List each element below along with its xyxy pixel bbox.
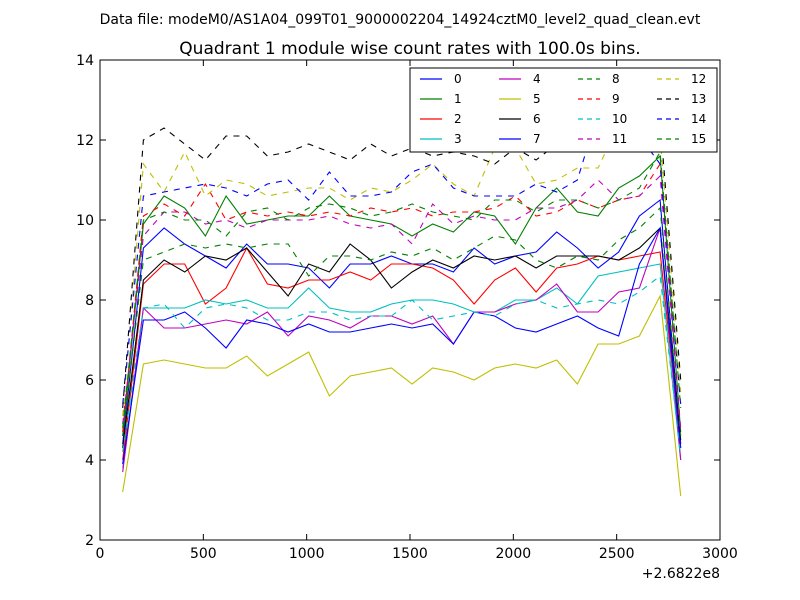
legend-label-7: 7 [533, 132, 541, 146]
y-tick-label: 12 [76, 133, 94, 149]
x-tick-label: 0 [96, 546, 105, 562]
series-line-8 [122, 206, 682, 437]
legend-label-3: 3 [454, 132, 462, 146]
x-tick-label: 1000 [289, 546, 325, 562]
y-tick-label: 6 [85, 373, 94, 389]
chart-title: Quadrant 1 module wise count rates with … [179, 39, 640, 59]
x-axis-offset-label: +2.6822e8 [642, 566, 720, 582]
x-tick-label: 2000 [496, 546, 532, 562]
series-line-6 [122, 226, 682, 449]
plot-area: 0 500 1000 1500 2000 2500 30002468101214012345… [76, 53, 738, 562]
series-line-0 [122, 198, 682, 445]
series-line-11 [122, 174, 682, 429]
legend-label-12: 12 [691, 72, 706, 86]
legend-label-13: 13 [691, 92, 706, 106]
legend-label-2: 2 [454, 112, 462, 126]
series-line-1 [122, 154, 682, 437]
y-tick-label: 8 [85, 293, 94, 309]
series-lines [122, 111, 682, 497]
series-line-5 [122, 294, 682, 497]
legend-label-0: 0 [454, 72, 462, 86]
series-line-2 [122, 246, 682, 461]
series-line-9 [122, 162, 682, 433]
legend-label-8: 8 [612, 72, 620, 86]
legend-label-11: 11 [612, 132, 627, 146]
legend-label-15: 15 [691, 132, 706, 146]
series-line-10 [122, 274, 682, 457]
series-line-15 [122, 150, 682, 429]
series-line-7 [122, 226, 682, 465]
figure-suptitle: Data file: modeM0/AS1A04_099T01_90000022… [100, 12, 701, 28]
series-line-14 [122, 111, 682, 405]
series-line-3 [122, 263, 682, 469]
y-tick-label: 2 [85, 533, 94, 549]
x-tick-label: 500 [190, 546, 217, 562]
x-tick-label: 2500 [599, 546, 635, 562]
legend-frame [409, 67, 718, 153]
x-tick-label: 3000 [702, 546, 738, 562]
legend-label-9: 9 [612, 92, 620, 106]
legend-label-4: 4 [533, 72, 541, 86]
series-line-4 [122, 227, 682, 473]
series-line-12 [122, 123, 682, 417]
x-tick-label: 1500 [392, 546, 428, 562]
legend-label-6: 6 [533, 112, 541, 126]
legend-label-10: 10 [612, 112, 627, 126]
y-tick-label: 10 [76, 213, 94, 229]
legend-label-5: 5 [533, 92, 541, 106]
legend-label-1: 1 [454, 92, 462, 106]
legend-label-14: 14 [691, 112, 706, 126]
y-tick-label: 14 [76, 53, 94, 69]
y-tick-label: 4 [85, 453, 94, 469]
